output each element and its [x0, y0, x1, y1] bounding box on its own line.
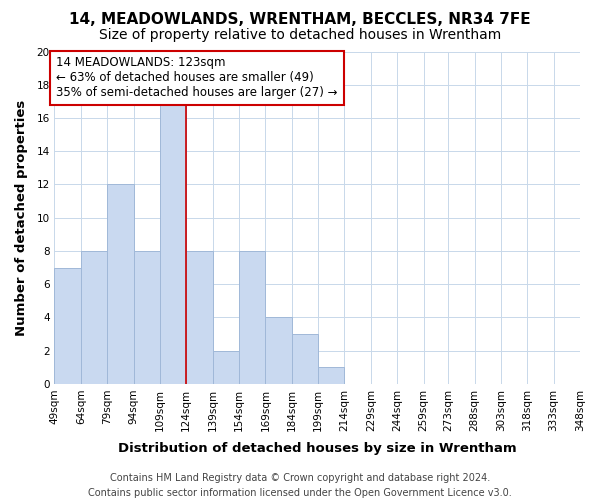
Bar [186, 251, 212, 384]
Bar [265, 318, 292, 384]
Text: 14 MEADOWLANDS: 123sqm
← 63% of detached houses are smaller (49)
35% of semi-det: 14 MEADOWLANDS: 123sqm ← 63% of detached… [56, 56, 338, 100]
Bar [55, 268, 81, 384]
Bar [81, 251, 107, 384]
Bar [292, 334, 318, 384]
Bar [160, 102, 186, 384]
Bar [239, 251, 265, 384]
Bar [134, 251, 160, 384]
Bar [318, 368, 344, 384]
Bar [212, 350, 239, 384]
Bar [107, 184, 134, 384]
X-axis label: Distribution of detached houses by size in Wrentham: Distribution of detached houses by size … [118, 442, 517, 455]
Text: Contains HM Land Registry data © Crown copyright and database right 2024.
Contai: Contains HM Land Registry data © Crown c… [88, 472, 512, 498]
Y-axis label: Number of detached properties: Number of detached properties [15, 100, 28, 336]
Text: Size of property relative to detached houses in Wrentham: Size of property relative to detached ho… [99, 28, 501, 42]
Text: 14, MEADOWLANDS, WRENTHAM, BECCLES, NR34 7FE: 14, MEADOWLANDS, WRENTHAM, BECCLES, NR34… [69, 12, 531, 28]
